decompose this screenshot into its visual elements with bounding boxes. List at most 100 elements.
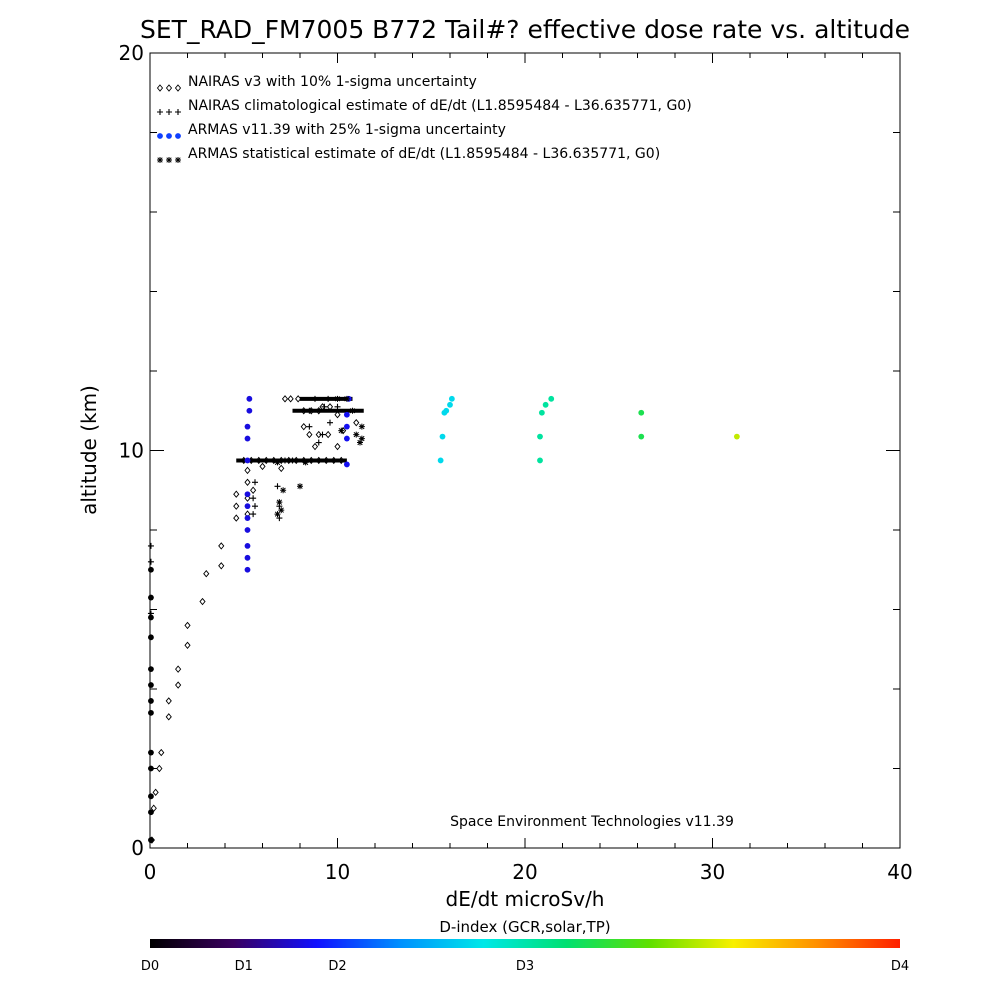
data-point-circle: [244, 491, 251, 498]
data-point-diamond: [278, 456, 285, 465]
data-point-diamond: [323, 456, 330, 465]
data-point-circle: [443, 407, 450, 414]
data-point-circle: [537, 457, 543, 464]
data-point-plus: [325, 395, 332, 402]
data-point-circle: [148, 793, 154, 800]
data-point-diamond: [300, 407, 307, 415]
data-point-diamond: [165, 84, 173, 92]
plot-frame: [149, 52, 901, 849]
data-point-diamond: [300, 422, 307, 431]
chart-title: SET_RAD_FM7005 B772 Tail#? effective dos…: [140, 15, 910, 44]
data-point-diamond: [165, 713, 172, 721]
y-axis-label: altitude (km): [77, 385, 101, 515]
legend-symbol-filled-circle: [157, 133, 181, 139]
data-point-circle: [166, 133, 172, 139]
data-point-diamond: [278, 464, 285, 473]
data-point-circle: [148, 634, 154, 641]
data-point-circle: [244, 554, 251, 561]
data-point-circle: [439, 433, 446, 440]
data-point-diamond: [244, 494, 251, 502]
axis-tick-labels: 0 10 20 30 40 0 10 20: [119, 41, 913, 884]
legend-label: ARMAS statistical estimate of dE/dt (L1.…: [188, 146, 660, 162]
data-point-asterisk: [358, 435, 365, 442]
legend-symbol-diamond: [156, 84, 182, 92]
data-point-circle: [148, 765, 154, 772]
data-point-plus: [315, 439, 322, 446]
data-point-circle: [148, 682, 154, 688]
data-point-diamond: [165, 697, 172, 705]
data-point-asterisk: [334, 395, 341, 402]
data-point-circle: [538, 409, 545, 416]
y-tick-label: 20: [119, 41, 144, 65]
x-axis-label: dE/dt microSv/h: [446, 887, 605, 911]
data-point-plus: [334, 403, 341, 410]
colorbar-tick-label: D4: [891, 959, 909, 974]
data-point-plus: [321, 403, 328, 410]
data-point-circle: [246, 395, 253, 402]
data-point-diamond: [315, 430, 322, 439]
data-series: [147, 395, 740, 844]
data-point-asterisk: [274, 511, 281, 518]
x-tick-label: 40: [887, 860, 912, 884]
colorbar-tick-label: D1: [235, 959, 253, 974]
data-point-diamond: [315, 456, 322, 465]
data-point-circle: [244, 527, 251, 533]
series-plus: [147, 395, 341, 617]
data-point-circle: [148, 566, 154, 573]
colorbar-tick-label: D2: [328, 959, 346, 974]
data-point-circle: [343, 435, 350, 442]
data-point-circle: [448, 395, 455, 402]
legend: NAIRAS v3 with 10% 1-sigma uncertainty NA…: [156, 74, 692, 163]
data-point-diamond: [233, 514, 240, 522]
data-point-circle: [244, 566, 251, 573]
x-tick-label: 10: [325, 860, 350, 884]
data-point-plus: [319, 431, 326, 438]
data-point-asterisk: [297, 483, 303, 490]
data-point-circle: [244, 423, 251, 430]
data-point-diamond: [326, 403, 334, 411]
legend-label: NAIRAS climatological estimate of dE/dt …: [188, 98, 692, 114]
data-point-diamond: [295, 395, 302, 403]
data-point-circle: [148, 837, 154, 843]
x-tick-label: 30: [700, 860, 725, 884]
data-point-asterisk: [343, 395, 350, 402]
data-point-circle: [246, 407, 253, 414]
data-point-plus: [250, 511, 257, 518]
colorbar-tick-label: D0: [141, 959, 159, 974]
annotation-credit: Space Environment Technologies v11.39: [450, 814, 734, 830]
data-point-diamond: [259, 462, 266, 471]
colorbar-title: D-index (GCR,solar,TP): [439, 918, 610, 936]
data-point-circle: [244, 515, 251, 521]
data-point-plus: [289, 457, 296, 464]
data-point-plus: [252, 479, 258, 486]
data-point-diamond: [218, 542, 225, 550]
data-point-circle: [244, 503, 251, 510]
data-point-plus: [147, 558, 154, 565]
data-point-plus: [282, 457, 288, 464]
data-point-plus: [157, 109, 163, 115]
data-point-diamond: [334, 411, 341, 419]
data-point-asterisk: [353, 431, 360, 438]
data-point-plus: [274, 483, 281, 490]
data-point-circle: [244, 435, 251, 442]
data-point-circle: [343, 423, 350, 430]
series-filled-circle: [148, 395, 740, 843]
data-point-circle: [343, 461, 350, 468]
data-point-diamond: [156, 764, 163, 773]
data-point-diamond: [174, 84, 182, 92]
series-asterisk: [274, 395, 365, 518]
data-point-asterisk: [358, 423, 365, 430]
data-point-diamond: [325, 430, 332, 439]
data-point-diamond: [353, 418, 360, 427]
data-point-asterisk: [357, 439, 363, 446]
data-point-plus: [252, 503, 258, 510]
data-point-diamond: [250, 486, 257, 494]
data-point-diamond: [150, 804, 157, 812]
data-point-circle: [157, 133, 163, 139]
data-point-diamond: [218, 562, 225, 570]
data-point-diamond: [184, 641, 191, 649]
data-point-circle: [638, 409, 645, 416]
data-point-circle: [542, 401, 549, 408]
data-point-circle: [733, 433, 740, 440]
